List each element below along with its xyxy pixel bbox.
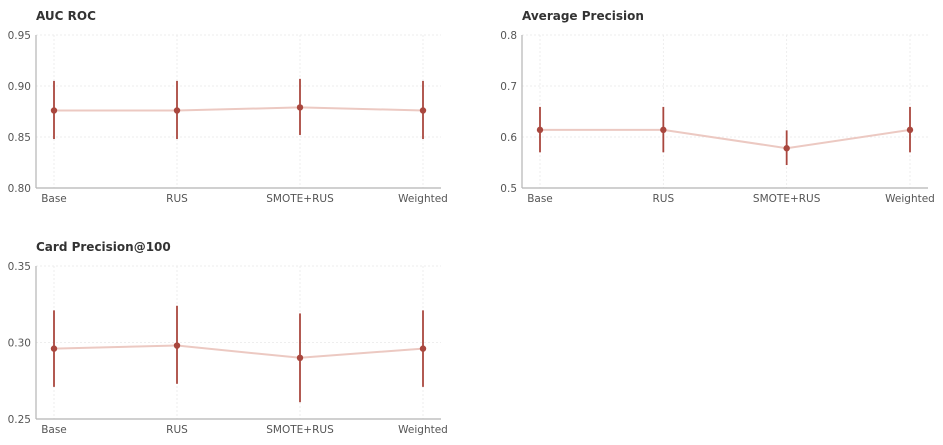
chart-title: Average Precision [522,9,644,23]
y-tick-label: 0.8 [500,30,517,42]
series-connector-line [54,106,424,112]
chart-title: AUC ROC [36,9,96,23]
data-point [536,126,544,134]
data-point [50,107,58,114]
data-point [660,126,667,134]
x-tick-label: Weighted [885,193,935,205]
y-tick-label: 0.95 [8,30,31,42]
chart-title: Card Precision@100 [36,240,171,254]
x-tick-label: SMOTE+RUS [266,193,334,205]
x-tick-label: SMOTE+RUS [266,424,334,436]
x-tick-label: Base [41,424,67,436]
chart-panel-3: Card Precision@100 0.25 0.30 0.35 Base RUS SMO… [8,240,448,436]
series-connector-line [53,344,424,359]
x-tick-label: RUS [166,424,188,436]
y-tick-label: 0.30 [8,338,31,350]
y-tick-label: 0.85 [8,132,31,144]
chart-panel-1: AUC ROC 0.80 0.85 0.90 0.95 Base RUS SMOTE+RUS W… [8,9,448,205]
data-point [296,104,304,111]
chart-panel-2: Average Precision 0.5 0.6 0.7 0.8 Base RUS SMOT… [500,9,935,205]
y-tick-label: 0.5 [500,183,517,195]
data-point [419,107,427,114]
x-tick-label: Base [41,193,67,205]
x-tick-label: RUS [166,193,188,205]
y-tick-label: 0.7 [500,81,517,93]
y-tick-label: 0.25 [8,414,31,426]
data-point [50,345,58,352]
x-tick-label: Base [527,193,553,205]
x-tick-label: SMOTE+RUS [753,193,821,205]
series-connector-line [540,128,911,150]
data-point [906,126,914,134]
y-tick-label: 0.35 [8,261,31,273]
x-tick-label: Weighted [398,193,448,205]
data-point [419,345,427,352]
x-tick-label: Weighted [398,424,448,436]
y-tick-label: 0.6 [500,132,517,144]
data-point [296,354,304,361]
y-tick-label: 0.90 [8,81,31,93]
x-tick-label: RUS [653,193,675,205]
data-point [173,342,181,349]
data-point [783,145,790,152]
y-tick-label: 0.80 [8,183,31,195]
data-point [173,107,181,114]
